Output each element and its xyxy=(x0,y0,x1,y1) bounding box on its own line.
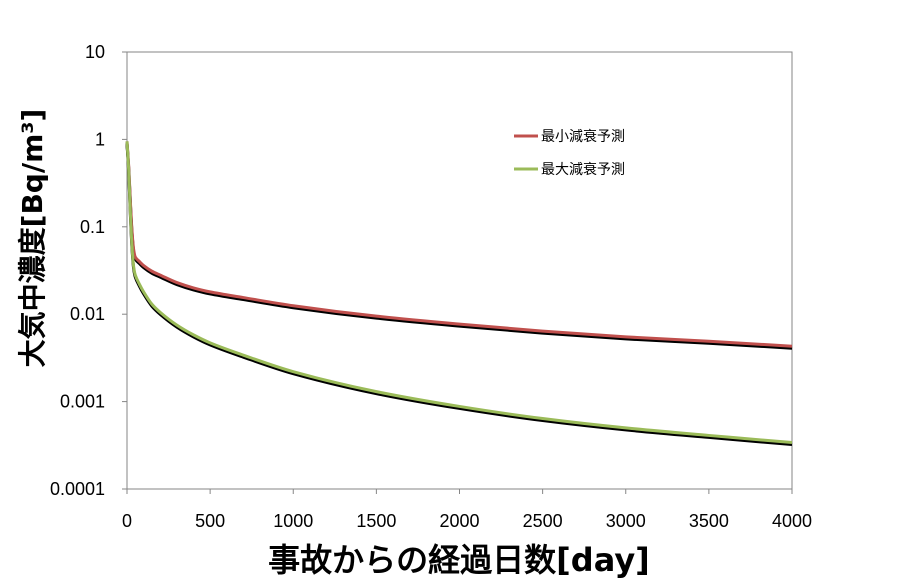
series-line-1 xyxy=(125,141,793,348)
y-tick-label: 10 xyxy=(85,42,105,62)
x-tick-label: 3000 xyxy=(606,511,646,531)
series-layer xyxy=(125,141,793,447)
y-tick-label: 0.01 xyxy=(70,304,105,324)
y-tick-label: 0.1 xyxy=(80,217,105,237)
plot-border xyxy=(126,51,793,490)
y-tick-label: 0.0001 xyxy=(50,479,105,499)
x-tick-label: 500 xyxy=(195,511,225,531)
plot-area xyxy=(126,51,793,490)
x-axis-label: 事故からの経過日数[day] xyxy=(268,541,650,579)
x-tick-label: 2500 xyxy=(523,511,563,531)
x-tick-label: 2000 xyxy=(439,511,479,531)
x-tick-label: 1500 xyxy=(356,511,396,531)
x-tick-label: 0 xyxy=(122,511,132,531)
legend-label: 最小減衰予測 xyxy=(541,128,625,145)
x-axis-ticks: 0 500 1000 1500 2000 2500 3000 3500 4000 xyxy=(122,489,812,531)
y-axis-ticks: 10 1 0.1 0.01 0.001 0.0001 xyxy=(50,42,127,499)
x-tick-label: 4000 xyxy=(772,511,812,531)
x-tick-label: 1000 xyxy=(273,511,313,531)
y-tick-label: 0.001 xyxy=(60,392,105,412)
x-tick-label: 3500 xyxy=(689,511,729,531)
series-line-2 xyxy=(125,141,793,445)
legend-label: 最大減衰予測 xyxy=(541,161,625,178)
y-axis-label: 大気中濃度[Bq/m³] xyxy=(16,109,49,368)
y-tick-label: 1 xyxy=(95,129,105,149)
series-shadow-line xyxy=(125,143,793,350)
